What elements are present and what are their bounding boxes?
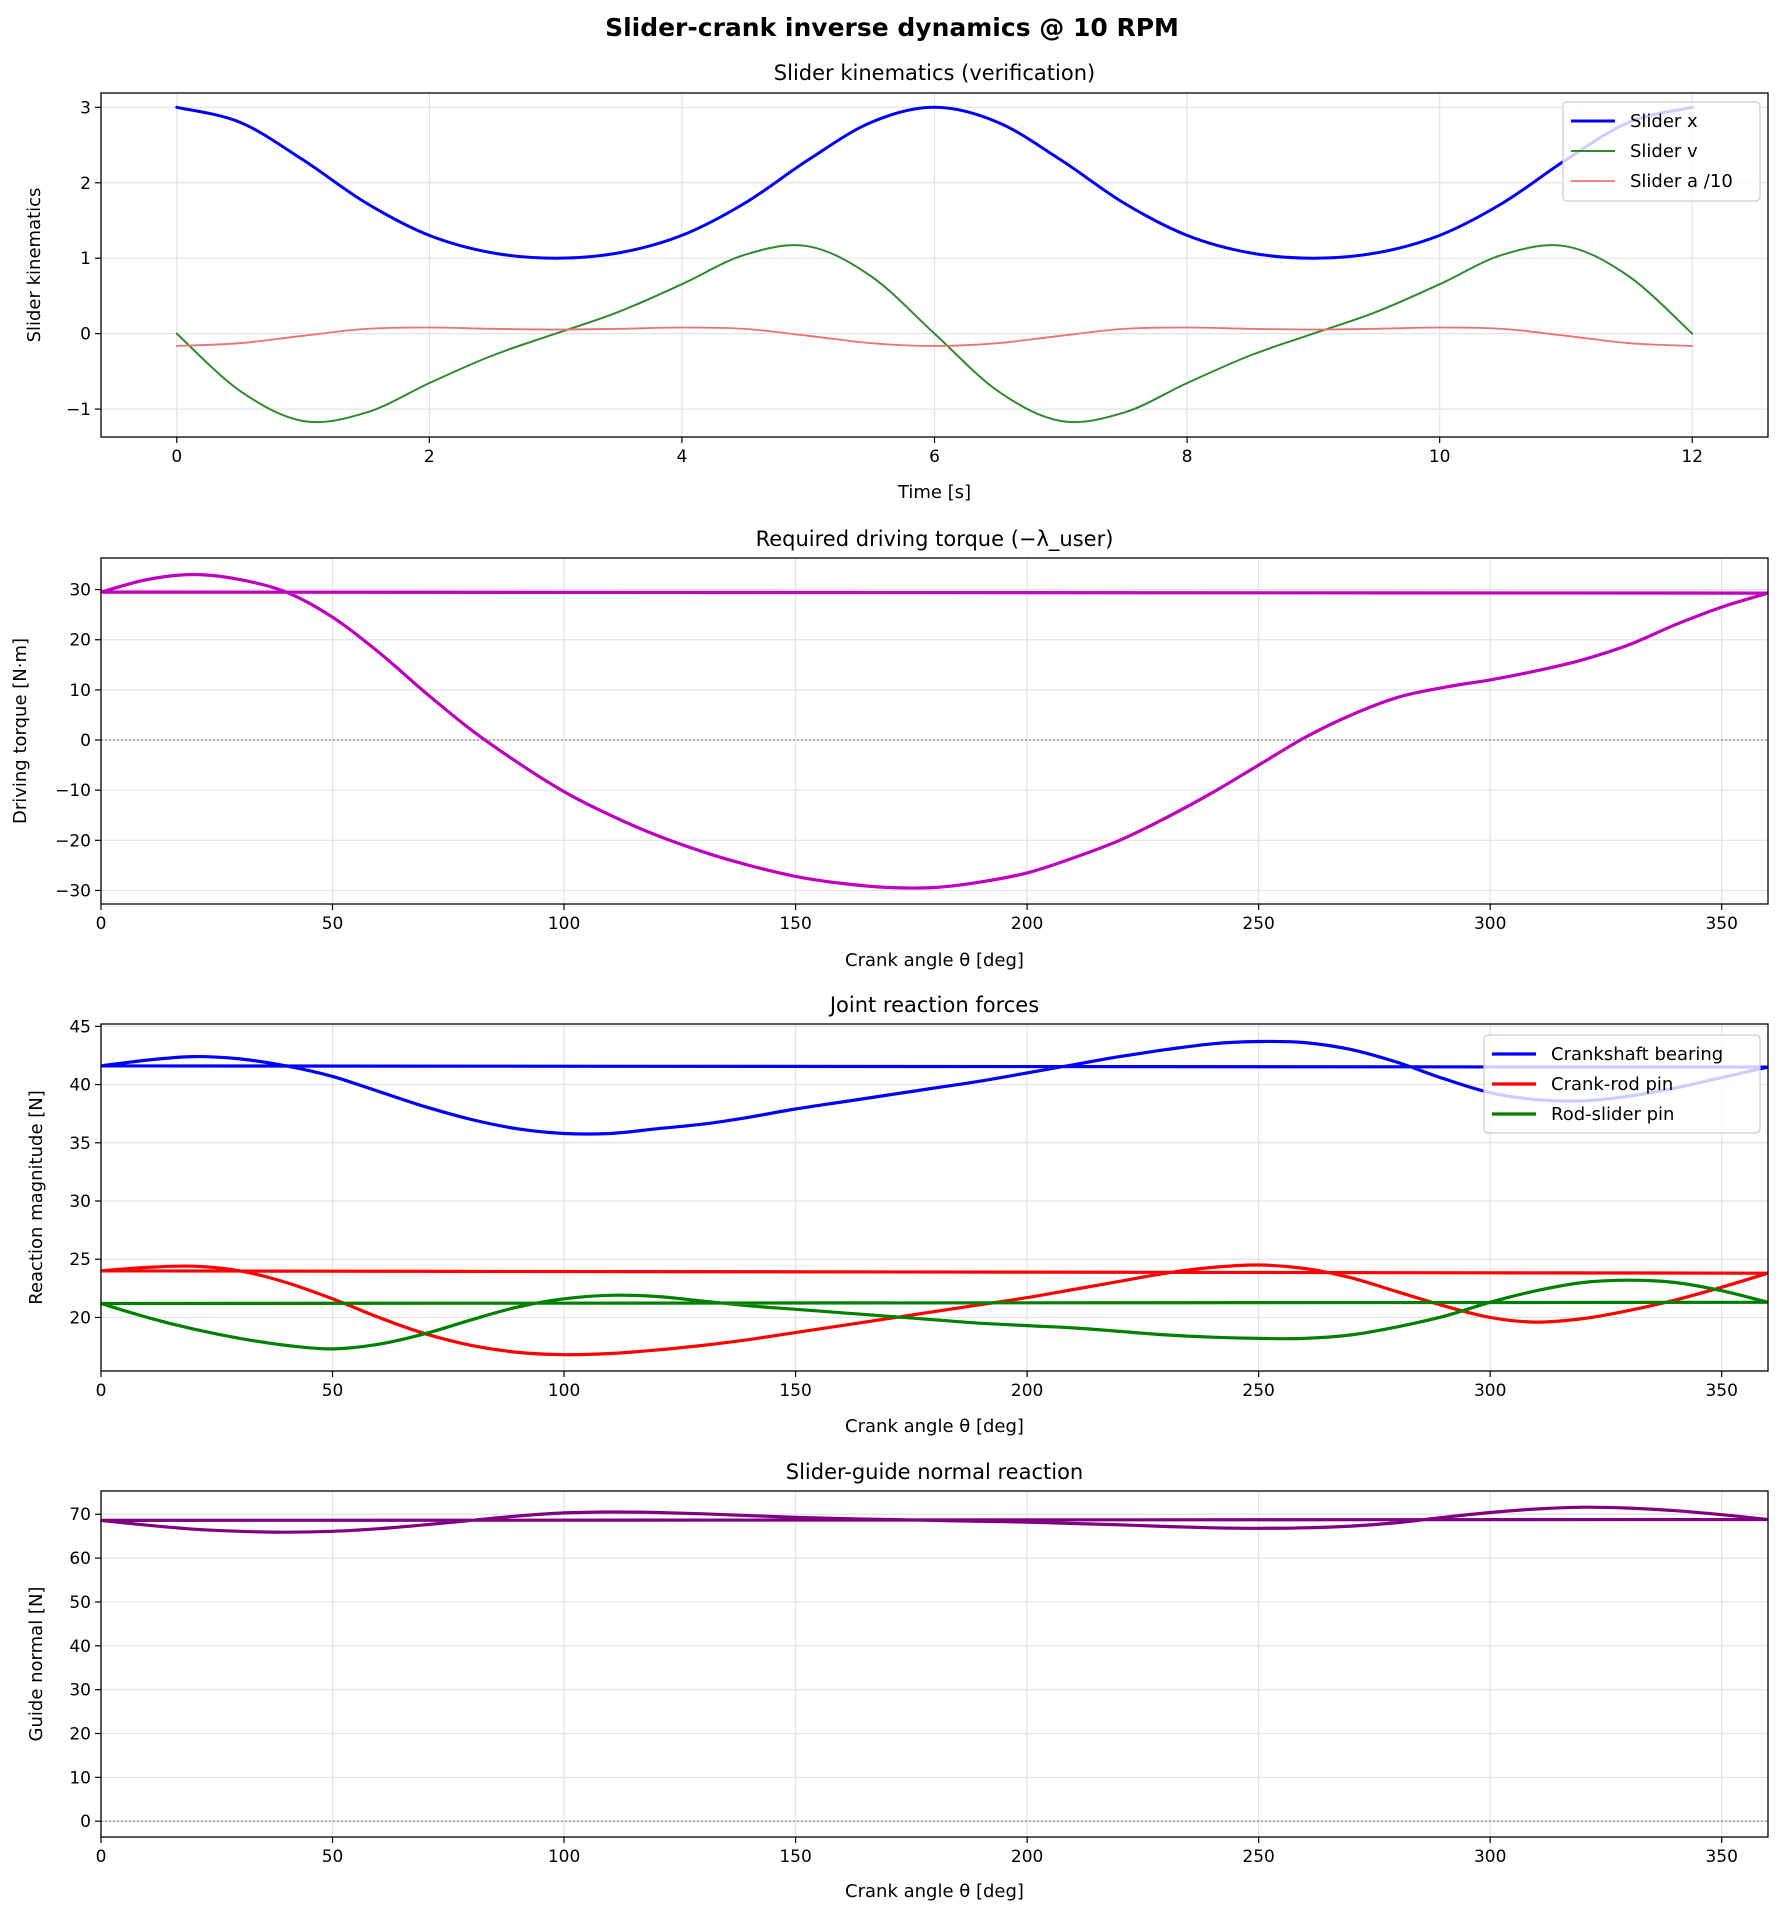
figure-title: Slider-crank inverse dynamics @ 10 RPM xyxy=(605,13,1179,42)
legend: Crankshaft bearing Crank-rod pin Rod-slide… xyxy=(1483,1034,1761,1134)
y-tick-label: 45 xyxy=(69,1017,91,1037)
x-tick-label: 4 xyxy=(677,447,688,467)
plot-frame xyxy=(100,557,1769,905)
chart-4: 0 50 100 150 200 250 300 350 0 10 20 30 40 50 60 70 Slid… xyxy=(26,1460,1769,1902)
y-tick-label: 0 xyxy=(80,325,91,345)
x-tick-label: 12 xyxy=(1681,447,1703,467)
x-tick-label: 2 xyxy=(424,447,435,467)
x-tick-label: 250 xyxy=(1242,914,1274,934)
y-tick-label: 20 xyxy=(69,1725,91,1745)
x-tick-label: 150 xyxy=(779,914,811,934)
x-tick-label: 8 xyxy=(1182,447,1193,467)
x-tick-label: 0 xyxy=(171,447,182,467)
x-tick-label: 150 xyxy=(779,1847,811,1867)
chart-title: Slider kinematics (verification) xyxy=(774,61,1095,85)
x-tick-label: 150 xyxy=(779,1381,811,1401)
x-tick-label: 300 xyxy=(1474,914,1506,934)
y-tick-label: 35 xyxy=(69,1134,91,1154)
series-line-rod-slider-pin xyxy=(101,1278,1768,1351)
y-tick-label: 20 xyxy=(69,1308,91,1328)
series-line-crank-rod-pin xyxy=(101,1263,1768,1357)
series-line-slider-x xyxy=(175,105,1694,260)
x-tick-label: 200 xyxy=(1011,1381,1043,1401)
y-axis-label: Driving torque [N·m] xyxy=(10,638,31,824)
x-tick-label: 200 xyxy=(1011,1847,1043,1867)
legend-label: Slider a /10 xyxy=(1630,171,1733,192)
x-tick-label: 0 xyxy=(96,1381,107,1401)
y-tick-label: 10 xyxy=(69,681,91,701)
legend-box xyxy=(1562,101,1761,202)
series-line-slider-v xyxy=(175,244,1694,424)
x-axis-label: Time [s] xyxy=(897,482,971,503)
legend-label: Crankshaft bearing xyxy=(1551,1044,1723,1065)
chart-title: Required driving torque (−λ_user) xyxy=(756,527,1114,552)
x-axis-label: Crank angle θ [deg] xyxy=(845,1881,1024,1902)
chart-3: 0 50 100 150 200 250 300 350 20 25 30 35 40 45 Joint r… xyxy=(26,993,1769,1437)
plot-frame xyxy=(100,92,1769,438)
y-tick-label: 1 xyxy=(80,249,91,269)
y-tick-label: −10 xyxy=(55,781,91,801)
x-tick-label: 50 xyxy=(322,1847,344,1867)
x-tick-label: 350 xyxy=(1705,914,1737,934)
y-tick-label: 50 xyxy=(69,1593,91,1613)
x-tick-label: 50 xyxy=(322,914,344,934)
y-tick-label: 2 xyxy=(80,174,91,194)
y-tick-label: 40 xyxy=(69,1637,91,1657)
series-line-2 xyxy=(101,572,1768,890)
chart-title: Slider-guide normal reaction xyxy=(786,1460,1084,1484)
y-tick-label: 60 xyxy=(69,1549,91,1569)
x-tick-label: 300 xyxy=(1474,1847,1506,1867)
legend-box xyxy=(1483,1034,1761,1134)
x-tick-label: 0 xyxy=(96,914,107,934)
legend-label: Rod-slider pin xyxy=(1551,1104,1674,1125)
legend-label: Slider x xyxy=(1630,111,1698,132)
y-tick-label: −1 xyxy=(66,400,91,420)
y-tick-label: 0 xyxy=(80,731,91,751)
x-tick-label: 6 xyxy=(929,447,940,467)
x-tick-label: 350 xyxy=(1705,1847,1737,1867)
x-tick-label: 0 xyxy=(96,1847,107,1867)
x-tick-label: 10 xyxy=(1429,447,1451,467)
y-tick-label: 20 xyxy=(69,631,91,651)
x-axis-label: Crank angle θ [deg] xyxy=(845,1416,1024,1437)
chart-2: 0 50 100 150 200 250 300 350 −30 −20 −10 0 10 20 30 Req… xyxy=(10,527,1769,971)
series-line-slider-a-10 xyxy=(175,326,1694,347)
y-axis-label: Guide normal [N] xyxy=(26,1587,47,1742)
y-tick-label: 25 xyxy=(69,1250,91,1270)
y-tick-label: 30 xyxy=(69,581,91,601)
y-tick-label: 30 xyxy=(69,1192,91,1212)
y-axis-label: Reaction magnitude [N] xyxy=(26,1090,47,1305)
plot-frame xyxy=(100,1023,1769,1372)
series-line-4 xyxy=(101,1505,1768,1534)
plot-frame xyxy=(100,1490,1769,1838)
x-tick-label: 100 xyxy=(548,1381,580,1401)
y-tick-label: −30 xyxy=(55,881,91,901)
x-tick-label: 250 xyxy=(1242,1381,1274,1401)
x-tick-label: 300 xyxy=(1474,1381,1506,1401)
y-tick-label: −20 xyxy=(55,831,91,851)
chart-title: Joint reaction forces xyxy=(828,993,1039,1017)
x-tick-label: 100 xyxy=(548,914,580,934)
x-tick-label: 200 xyxy=(1011,914,1043,934)
legend-label: Slider v xyxy=(1630,141,1698,162)
y-tick-label: 0 xyxy=(80,1812,91,1832)
x-tick-label: 350 xyxy=(1705,1381,1737,1401)
y-tick-label: 30 xyxy=(69,1681,91,1701)
y-tick-label: 3 xyxy=(80,98,91,118)
legend-label: Crank-rod pin xyxy=(1551,1074,1673,1095)
x-tick-label: 100 xyxy=(548,1847,580,1867)
x-axis-label: Crank angle θ [deg] xyxy=(845,950,1024,971)
y-axis-label: Slider kinematics xyxy=(24,188,45,343)
x-tick-label: 250 xyxy=(1242,1847,1274,1867)
x-tick-label: 50 xyxy=(322,1381,344,1401)
y-tick-label: 40 xyxy=(69,1076,91,1096)
y-tick-label: 10 xyxy=(69,1768,91,1788)
legend: Slider x Slider v Slider a /10 xyxy=(1562,101,1761,202)
y-tick-label: 70 xyxy=(69,1505,91,1525)
